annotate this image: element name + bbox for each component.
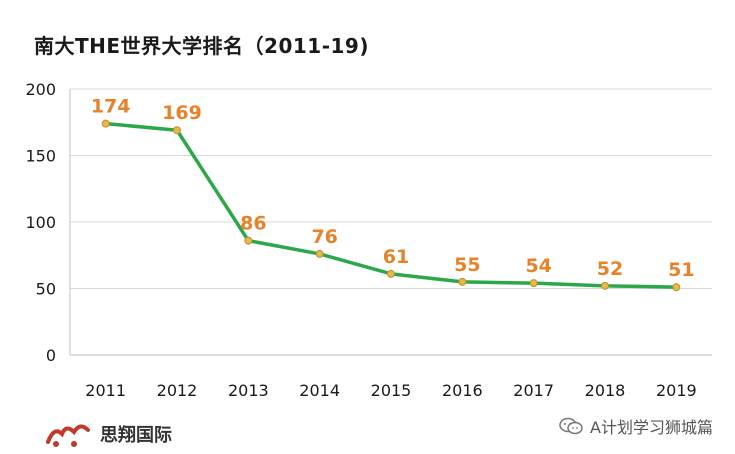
x-tick-label: 2013 bbox=[228, 381, 269, 400]
data-point bbox=[101, 119, 110, 128]
data-point bbox=[315, 249, 324, 258]
data-label: 54 bbox=[525, 255, 551, 277]
data-label: 55 bbox=[454, 254, 480, 276]
brand-name: 思翔国际 bbox=[100, 425, 172, 446]
data-label: 169 bbox=[162, 102, 202, 124]
x-tick-label: 2012 bbox=[157, 381, 198, 400]
x-tick-label: 2015 bbox=[371, 381, 412, 400]
x-tick-label: 2016 bbox=[442, 381, 483, 400]
chart-title: 南大THE世界大学排名（2011-19) bbox=[34, 34, 369, 58]
x-tick-label: 2014 bbox=[299, 381, 340, 400]
y-tick-label: 200 bbox=[25, 80, 56, 99]
data-point bbox=[458, 277, 467, 286]
wechat-icon bbox=[559, 417, 583, 435]
wechat-account: A计划学习狮城篇 bbox=[558, 414, 713, 438]
data-point bbox=[601, 281, 609, 290]
x-tick-label: 2019 bbox=[656, 381, 697, 400]
x-tick-label: 2018 bbox=[585, 381, 626, 400]
y-tick-label: 0 bbox=[46, 346, 56, 365]
wechat-account-name: A计划学习狮城篇 bbox=[590, 418, 713, 437]
data-point bbox=[244, 236, 253, 245]
data-label: 174 bbox=[91, 96, 131, 118]
data-point bbox=[672, 283, 681, 292]
data-point bbox=[173, 126, 181, 135]
y-tick-label: 50 bbox=[36, 280, 56, 299]
x-tick-label: 2011 bbox=[85, 381, 126, 400]
data-point bbox=[529, 279, 538, 288]
data-label: 86 bbox=[240, 213, 266, 235]
y-tick-label: 150 bbox=[25, 147, 56, 166]
data-point bbox=[387, 269, 395, 278]
data-label: 61 bbox=[383, 246, 409, 268]
brand-logo-icon bbox=[46, 424, 90, 447]
data-label: 52 bbox=[597, 258, 623, 280]
data-label: 51 bbox=[668, 259, 694, 281]
brand-block: 思翔国际 bbox=[44, 418, 172, 450]
y-tick-label: 100 bbox=[25, 213, 56, 232]
x-tick-label: 2017 bbox=[513, 381, 554, 400]
data-label: 76 bbox=[311, 226, 337, 248]
